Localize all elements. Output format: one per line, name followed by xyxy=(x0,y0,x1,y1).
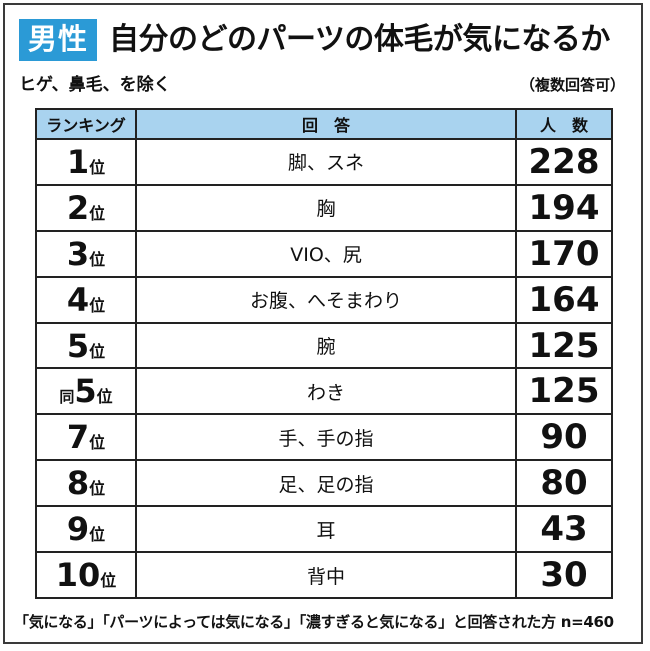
rank-suffix: 位 xyxy=(96,387,113,407)
rank-suffix: 位 xyxy=(89,341,106,361)
table-row: 9位耳 43 xyxy=(35,505,613,554)
rank-cell: 同5位 xyxy=(35,367,137,416)
rank-suffix: 位 xyxy=(89,157,106,177)
column-header-count: 人 数 xyxy=(515,108,613,140)
count-cell: 164 xyxy=(515,275,613,324)
rank-cell: 10位 xyxy=(35,551,137,599)
rank-number: 1 xyxy=(66,142,90,181)
count-cell: 90 xyxy=(515,413,613,462)
footnote: 「気になる」「パーツによっては気になる」「濃すぎると気になる」と回答された方 n… xyxy=(14,613,614,631)
table-row: 1位 脚、スネ 228 xyxy=(35,138,613,186)
table-row: 2位胸 194 xyxy=(35,183,613,232)
answer-cell: 胸 xyxy=(135,183,517,232)
rank-suffix: 位 xyxy=(89,249,106,269)
count-cell: 125 xyxy=(515,367,613,416)
count-cell: 170 xyxy=(515,229,613,278)
table-row: 5位腕 125 xyxy=(35,321,613,370)
rank-suffix: 位 xyxy=(89,203,106,223)
answer-cell: 背中 xyxy=(135,551,517,599)
column-header-answer: 回 答 xyxy=(135,108,517,140)
rank-number: 7 xyxy=(66,418,90,457)
answer-cell: 腕 xyxy=(135,321,517,370)
title-row: 男性 自分のどのパーツの体毛が気になるか xyxy=(19,19,610,61)
rank-suffix: 位 xyxy=(89,525,106,545)
rank-number: 9 xyxy=(66,510,90,549)
table-row: 3位 VIO、尻 170 xyxy=(35,229,613,278)
table-row: 7位 手、手の指 90 xyxy=(35,413,613,462)
rank-prefix: 同 xyxy=(59,388,75,407)
page-title: 自分のどのパーツの体毛が気になるか xyxy=(109,22,610,57)
answer-cell: VIO、尻 xyxy=(135,229,517,278)
rank-cell: 1位 xyxy=(35,138,137,186)
ranking-table: ランキング 回 答 人 数 1位 脚、スネ 228 2位胸 194 3位 VIO、尻 170 4… xyxy=(35,108,613,599)
answer-cell: 足、足の指 xyxy=(135,459,517,508)
table-row: 同5位 わき 125 xyxy=(35,367,613,416)
rank-number: 3 xyxy=(66,234,90,273)
table-row: 4位 お腹、へそまわり 164 xyxy=(35,275,613,324)
count-cell: 194 xyxy=(515,183,613,232)
rank-cell: 4位 xyxy=(35,275,137,324)
rank-cell: 3位 xyxy=(35,229,137,278)
rank-number: 5 xyxy=(74,372,97,411)
table-row: 8位 足、足の指 80 xyxy=(35,459,613,508)
subtitle: ヒゲ、鼻毛、を除く xyxy=(19,75,171,95)
count-cell: 30 xyxy=(515,551,613,599)
count-cell: 125 xyxy=(515,321,613,370)
rank-cell: 8位 xyxy=(35,459,137,508)
rank-number: 2 xyxy=(66,188,90,227)
answer-cell: 手、手の指 xyxy=(135,413,517,462)
rank-suffix: 位 xyxy=(89,295,106,315)
answer-cell: 耳 xyxy=(135,505,517,554)
column-header-rank: ランキング xyxy=(35,108,137,140)
multiple-answer-note: （複数回答可） xyxy=(519,76,625,94)
rank-number: 8 xyxy=(66,464,90,503)
rank-number: 10 xyxy=(55,556,101,594)
count-cell: 228 xyxy=(515,138,613,186)
table-row: 10位 背中 30 xyxy=(35,551,613,599)
rank-number: 4 xyxy=(66,280,90,319)
rank-suffix: 位 xyxy=(89,433,106,453)
answer-cell: 脚、スネ xyxy=(135,138,517,186)
answer-cell: お腹、へそまわり xyxy=(135,275,517,324)
rank-cell: 5位 xyxy=(35,321,137,370)
rank-suffix: 位 xyxy=(100,571,117,590)
answer-cell: わき xyxy=(135,367,517,416)
rank-suffix: 位 xyxy=(89,479,106,499)
rank-cell: 7位 xyxy=(35,413,137,462)
count-cell: 80 xyxy=(515,459,613,508)
gender-badge: 男性 xyxy=(19,19,98,61)
rank-cell: 9位 xyxy=(35,505,137,554)
count-cell: 43 xyxy=(515,505,613,554)
rank-cell: 2位 xyxy=(35,183,137,232)
table-header-row: ランキング 回 答 人 数 xyxy=(35,108,613,140)
rank-number: 5 xyxy=(66,326,90,365)
